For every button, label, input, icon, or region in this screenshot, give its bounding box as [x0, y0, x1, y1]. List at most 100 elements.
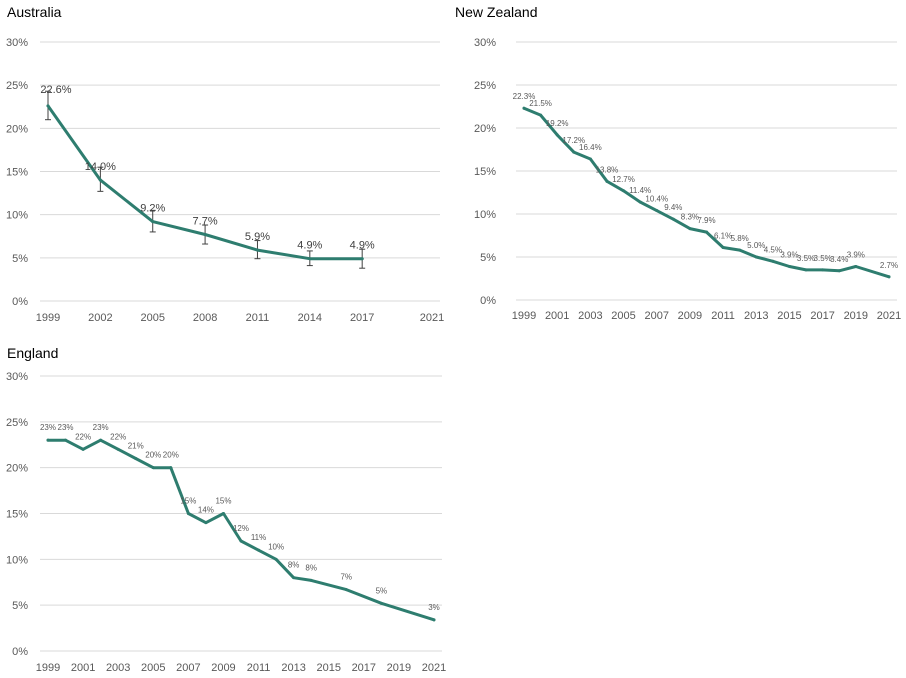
x-tick-label: 2019: [387, 662, 411, 674]
data-point: [46, 438, 50, 442]
y-tick-label: 25%: [474, 80, 496, 92]
data-label: 23%: [40, 423, 56, 432]
data-point: [754, 255, 758, 259]
data-label: 22.6%: [40, 84, 71, 96]
data-label: 16.4%: [579, 143, 602, 152]
data-label: 21%: [128, 442, 144, 451]
x-tick-label: 2021: [422, 662, 446, 674]
data-label: 21.5%: [529, 99, 552, 108]
data-label: 3.5%: [814, 254, 832, 263]
data-point: [787, 264, 791, 268]
data-label: 15%: [215, 497, 231, 506]
y-tick-label: 15%: [6, 167, 28, 179]
new-zealand-plot: 0% 5% 10% 15% 20% 25% 30% 1999 2001 2003 2005 2007 2…: [474, 37, 901, 322]
data-point: [204, 521, 208, 525]
data-point: [151, 220, 155, 224]
data-point: [292, 576, 296, 580]
data-label: 9.4%: [664, 203, 682, 212]
chart-england: England 0% 5% 10% 15% 20% 25% 30% 1999 2001 2003 2…: [0, 340, 453, 678]
x-tick-label: 2005: [141, 662, 165, 674]
data-label: 5.9%: [245, 231, 270, 243]
x-tick-label: 2003: [578, 310, 602, 322]
series-line: [522, 106, 891, 279]
data-point: [309, 578, 313, 582]
data-point: [837, 269, 841, 273]
x-tick-label: 2002: [88, 312, 112, 324]
x-tick-label: 2019: [844, 310, 868, 322]
data-point: [721, 246, 725, 250]
data-point: [539, 113, 543, 117]
data-point: [98, 178, 102, 182]
data-label: 4.9%: [297, 240, 322, 252]
x-tick-label: 1999: [512, 310, 536, 322]
data-point: [655, 209, 659, 213]
data-label: 10%: [268, 542, 284, 551]
x-tick-label: 1999: [36, 662, 60, 674]
data-point: [821, 268, 825, 272]
data-label: 3.9%: [847, 250, 865, 259]
data-point: [116, 447, 120, 451]
chart-australia: Australia 0% 5% 10% 15% 20% 25% 30% 1999 2002 200…: [0, 0, 453, 335]
data-label: 4.9%: [350, 240, 375, 252]
x-tick-label: 2007: [176, 662, 200, 674]
x-tick-label: 2011: [711, 310, 735, 322]
y-tick-label: 0%: [12, 296, 28, 308]
y-tick-label: 10%: [6, 554, 28, 566]
x-tick-label: 2007: [644, 310, 668, 322]
data-label: 8%: [305, 563, 317, 572]
y-tick-label: 30%: [6, 37, 28, 49]
y-tick-label: 5%: [12, 253, 28, 265]
data-point: [221, 512, 225, 515]
x-tick-label: 2017: [350, 312, 374, 324]
data-label: 14%: [198, 506, 214, 515]
data-point: [671, 217, 675, 221]
x-tick-label: 2001: [71, 662, 95, 674]
data-point: [771, 259, 775, 263]
data-point: [308, 257, 312, 261]
data-point: [738, 248, 742, 252]
data-label: 23%: [93, 423, 109, 432]
data-point: [344, 588, 348, 592]
england-plot: 0% 5% 10% 15% 20% 25% 30% 1999 2001 2003 2005 2007 2…: [6, 371, 446, 674]
data-label: 8%: [288, 561, 300, 570]
data-label: 4.5%: [764, 245, 782, 254]
data-point: [99, 438, 103, 442]
x-tick-label: 2008: [193, 312, 217, 324]
chart-title: Australia: [7, 4, 62, 20]
y-tick-label: 10%: [6, 210, 28, 222]
australia-plot: 0% 5% 10% 15% 20% 25% 30% 1999 2002 2005 2008 2011 2…: [6, 37, 444, 324]
data-point: [186, 512, 190, 515]
x-tick-label: 2017: [810, 310, 834, 322]
data-point: [887, 275, 891, 279]
data-label: 5.8%: [731, 234, 749, 243]
x-tick-label: 2013: [281, 662, 305, 674]
y-tick-label: 10%: [474, 209, 496, 221]
data-point: [203, 233, 207, 237]
data-point: [555, 133, 559, 137]
y-tick-label: 20%: [6, 463, 28, 475]
x-tick-label: 2017: [352, 662, 376, 674]
y-tick-label: 25%: [6, 80, 28, 92]
y-tick-label: 15%: [474, 166, 496, 178]
x-tick-label: 2001: [545, 310, 569, 322]
data-point: [572, 150, 576, 154]
x-tick-label: 2009: [678, 310, 702, 322]
data-label: 20%: [145, 451, 161, 460]
x-tick-label: 2003: [106, 662, 130, 674]
data-point: [255, 248, 259, 252]
y-tick-label: 20%: [474, 123, 496, 135]
data-label: 3.4%: [830, 255, 848, 264]
data-point: [588, 157, 592, 161]
data-label: 5%: [376, 586, 388, 595]
data-label: 5.0%: [747, 241, 765, 250]
data-point: [638, 200, 642, 204]
data-point: [360, 257, 364, 261]
data-label: 11.4%: [629, 186, 651, 195]
y-tick-label: 15%: [6, 509, 28, 521]
data-label: 12.7%: [612, 175, 635, 184]
y-tick-label: 30%: [6, 371, 28, 383]
data-point: [522, 106, 526, 110]
y-tick-label: 5%: [12, 600, 28, 612]
data-label: 7%: [340, 573, 352, 582]
x-tick-label: 2015: [777, 310, 801, 322]
